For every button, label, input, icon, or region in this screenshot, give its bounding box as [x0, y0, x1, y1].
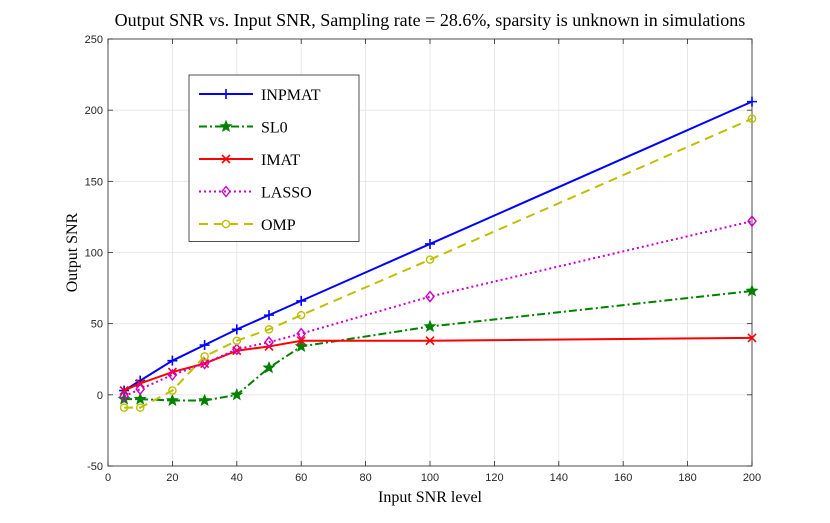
legend-marker: [221, 219, 231, 229]
series-omp: [119, 114, 757, 412]
y-tick-label: 0: [97, 390, 103, 402]
legend-label: SL0: [261, 120, 288, 137]
data-point: [294, 339, 308, 352]
legend-entry: LASSO: [199, 185, 312, 202]
x-tick-label: 200: [743, 472, 761, 484]
data-point: [168, 386, 177, 395]
data-point: [296, 327, 307, 340]
data-point: [119, 390, 129, 403]
series-sl0: [117, 284, 759, 407]
legend-entry: SL0: [199, 120, 288, 137]
y-tick-label: -50: [87, 461, 103, 473]
x-axis-label: Input SNR level: [378, 489, 483, 506]
data-point: [264, 310, 274, 321]
data-point: [200, 352, 209, 361]
legend-marker: [219, 119, 233, 133]
data-point: [264, 325, 274, 334]
data-point: [133, 392, 147, 405]
data-point: [296, 295, 307, 306]
x-tick-label: 80: [359, 472, 371, 484]
data-point: [135, 383, 146, 396]
x-tick-label: 100: [421, 472, 439, 484]
x-tick-label: 60: [295, 472, 307, 484]
data-point: [747, 333, 757, 343]
data-point: [199, 340, 210, 351]
data-point: [296, 310, 306, 320]
y-tick-label: 200: [85, 105, 103, 117]
x-tick-label: 120: [485, 472, 503, 484]
y-tick-label: 250: [85, 34, 103, 46]
data-point: [747, 114, 757, 124]
x-tick-label: 40: [231, 472, 243, 484]
data-point: [747, 96, 757, 107]
data-point: [165, 393, 179, 407]
data-point: [167, 368, 178, 382]
data-point: [198, 393, 212, 407]
data-point: [264, 336, 274, 349]
x-tick-label: 180: [678, 472, 696, 484]
chart-title: Output SNR vs. Input SNR, Sampling rate …: [115, 10, 746, 30]
series-line-lasso: [123, 220, 753, 398]
data-point: [262, 360, 276, 374]
y-tick-label: 50: [91, 319, 103, 331]
data-point: [231, 343, 242, 356]
data-point: [425, 336, 435, 346]
series-group: [117, 96, 759, 412]
series-lasso: [119, 215, 757, 403]
legend-marker: [221, 89, 231, 99]
legend: INPMAT SL0 IMAT LASSO OMP: [188, 74, 360, 242]
legend-entry: INPMAT: [199, 87, 321, 104]
data-point: [747, 215, 757, 228]
legend-entry: OMP: [199, 217, 296, 234]
axis-ticks: 0 20 40 60 80 100 120 140 160 180 200-500501001502…: [85, 34, 762, 484]
x-tick-label: 20: [166, 472, 178, 484]
x-tick-label: 140: [550, 472, 568, 484]
data-point: [425, 290, 435, 303]
legend-marker: [221, 185, 231, 198]
legend-label: LASSO: [261, 185, 312, 202]
data-point: [119, 403, 129, 412]
legend-label: OMP: [261, 217, 296, 234]
data-point: [167, 355, 178, 366]
legend-entry: IMAT: [199, 152, 300, 169]
data-point: [425, 255, 435, 264]
y-tick-label: 150: [85, 176, 103, 188]
x-tick-label: 160: [614, 472, 632, 484]
legend-label: INPMAT: [261, 87, 321, 104]
series-line-omp: [124, 117, 753, 409]
data-point: [296, 336, 306, 346]
series-imat: [119, 333, 757, 396]
data-point: [423, 319, 437, 333]
data-point: [425, 238, 435, 249]
y-axis-label: Output SNR: [64, 212, 81, 292]
series-line-imat: [123, 336, 753, 392]
y-tick-label: 100: [85, 248, 103, 260]
data-point: [199, 357, 210, 370]
series-line-sl0: [124, 289, 753, 402]
data-point: [231, 324, 242, 335]
data-point: [135, 403, 145, 412]
legend-marker: [221, 154, 231, 164]
x-tick-label: 0: [105, 472, 111, 484]
data-point: [745, 284, 759, 297]
legend-label: IMAT: [261, 152, 300, 169]
data-point: [230, 388, 244, 401]
data-point: [232, 336, 242, 346]
